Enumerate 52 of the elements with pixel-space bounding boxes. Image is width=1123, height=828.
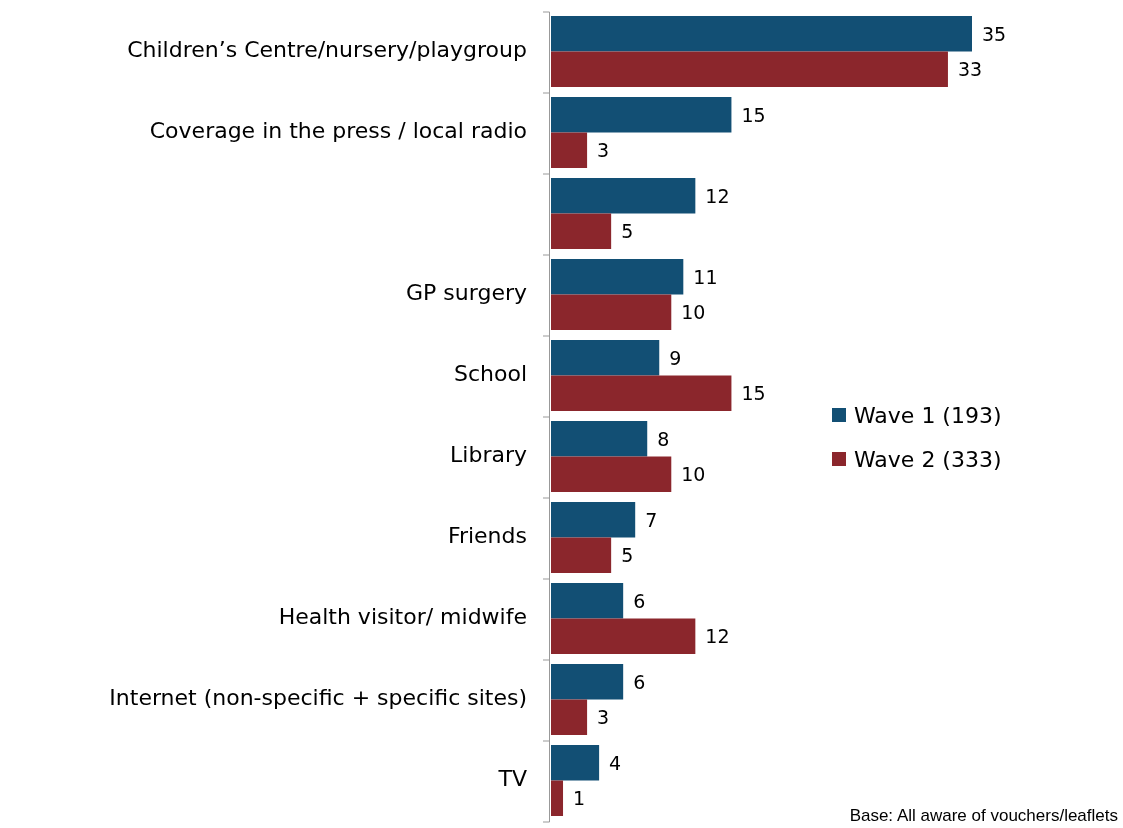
bar [551,132,588,168]
bar [551,97,732,133]
annotation: Base: All aware of vouchers/leaflets [849,806,1118,825]
data-label: 12 [705,184,730,207]
y-tick-label: Coverage in the press / local radio [149,118,527,143]
data-label: 15 [741,103,766,126]
data-label: 5 [621,220,634,243]
y-tick-label: Friends [447,523,527,548]
y-tick-label: Health visitor/ midwife [278,604,527,629]
data-label: 33 [957,58,983,81]
data-label: 7 [645,508,658,531]
bar [551,537,612,573]
data-label: 11 [693,265,718,288]
y-tick-label: Library [450,442,527,467]
data-label: 10 [681,463,706,486]
bar [551,421,648,457]
data-label: 3 [597,139,610,162]
bar [551,583,624,619]
data-label: 5 [621,544,634,567]
bar [551,780,564,816]
y-tick-label: Internet (non-specific + specific sites) [109,685,527,710]
data-label: 12 [705,625,730,648]
bar [551,456,672,492]
bar [551,340,660,376]
data-label: 6 [633,589,646,612]
data-label: 4 [609,751,622,774]
bar [551,294,672,330]
data-label: 6 [633,670,646,693]
data-label: 9 [669,346,682,369]
bar [551,618,696,654]
legend-label: Wave 2 (333) [854,446,1002,472]
bar [551,16,972,52]
data-label: 15 [741,382,766,405]
bar [551,699,588,735]
data-label: 3 [597,706,610,729]
legend-label: Wave 1 (193) [854,402,1002,428]
y-tick-label: GP surgery [406,280,527,305]
y-tick-label: TV [497,766,527,791]
bar [551,51,948,87]
bar [551,213,612,249]
bar [551,745,600,781]
bar [551,664,624,700]
y-tick-label: Children’s Centre/nursery/playgroup [127,37,527,62]
data-label: 35 [982,22,1007,45]
bar [551,178,696,214]
bar [551,259,684,295]
bar [551,375,732,411]
data-label: 10 [681,301,706,324]
bar [551,502,636,538]
y-tick-label: School [453,361,527,386]
data-label: 8 [657,427,670,450]
data-label: 1 [573,787,586,810]
